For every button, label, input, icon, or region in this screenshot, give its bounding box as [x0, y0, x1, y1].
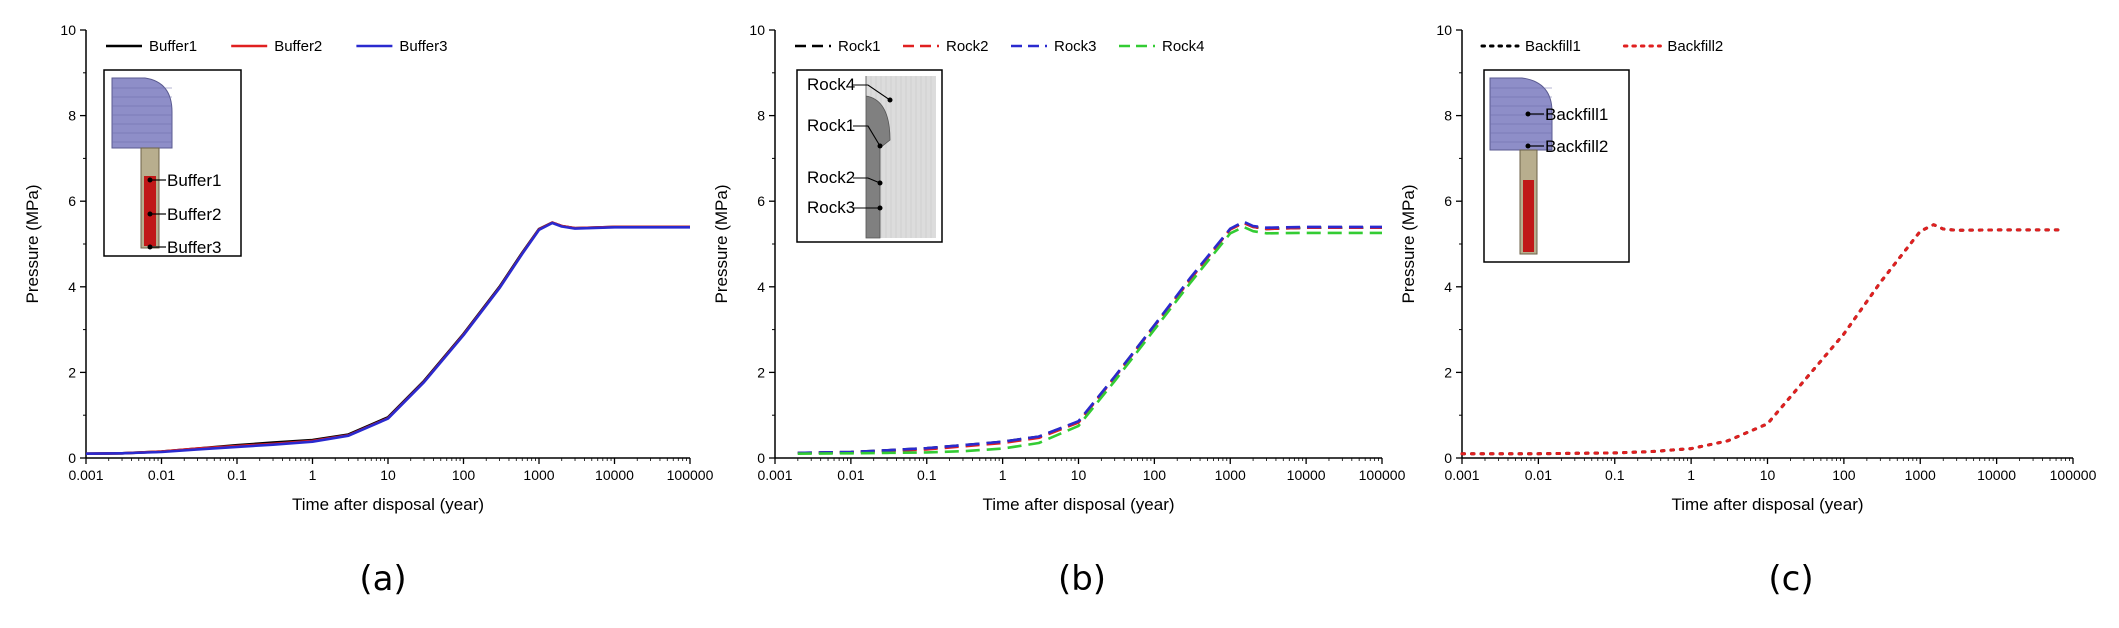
chart-panel-1: 0 2 4 6 8 10 0.001 0.01 0.1 1 10 100 1000 10000 100000…	[23, 22, 714, 599]
inset-label-rock4: Rock4	[807, 75, 855, 94]
y-tick-label: 10	[60, 22, 76, 38]
inset-label-backfill1: Backfill1	[1545, 105, 1608, 124]
x-tick-label: 0.01	[148, 467, 175, 483]
y-tick-label: 4	[757, 279, 765, 295]
y-axis-label: Pressure (MPa)	[712, 184, 731, 303]
inset-canister	[1523, 180, 1534, 252]
x-tick-label: 1	[309, 467, 317, 483]
legend-label-buffer3: Buffer3	[399, 38, 447, 55]
x-tick-label: 10000	[595, 467, 634, 483]
series-line-rock4	[797, 225, 1382, 455]
series-line-rock3	[797, 220, 1382, 455]
x-tick-label: 10	[380, 467, 396, 483]
inset-label-backfill2: Backfill2	[1545, 137, 1608, 156]
series-line-buffer3	[85, 221, 690, 455]
x-axis-label: Time after disposal (year)	[292, 495, 484, 514]
inset-canister	[144, 176, 156, 246]
inset-label-buffer3: Buffer3	[167, 238, 222, 257]
y-tick-label: 10	[749, 22, 765, 38]
y-tick-label: 2	[757, 364, 765, 380]
series-line-rock2	[797, 221, 1382, 455]
y-tick-label: 4	[68, 279, 76, 295]
inset-backfill-block	[111, 77, 173, 149]
x-tick-label: 0.1	[1605, 467, 1625, 483]
inset-backfill-model: Backfill1 Backfill2	[1483, 69, 1630, 263]
x-axis-label: Time after disposal (year)	[1671, 495, 1863, 514]
y-tick-label: 8	[68, 108, 76, 124]
legend-label-rock2: Rock2	[946, 38, 989, 55]
x-tick-label: 0.01	[1525, 467, 1552, 483]
inset-leader-line	[853, 84, 891, 101]
x-tick-label: 100	[1832, 467, 1856, 483]
series-line-backfill2	[1460, 223, 2063, 456]
y-tick-label: 0	[68, 450, 76, 466]
x-tick-label: 10	[1760, 467, 1776, 483]
y-tick-label: 6	[757, 193, 765, 209]
x-tick-label: 100000	[667, 467, 714, 483]
x-tick-label: 1	[1687, 467, 1695, 483]
y-tick-label: 0	[757, 450, 765, 466]
legend-label-rock3: Rock3	[1054, 38, 1097, 55]
x-tick-label: 0.1	[227, 467, 247, 483]
inset-backfill-block	[1489, 77, 1553, 151]
x-tick-label: 10000	[1977, 467, 2016, 483]
x-tick-label: 1000	[523, 467, 554, 483]
legend-label-rock1: Rock1	[838, 38, 881, 55]
x-tick-label: 10	[1071, 467, 1087, 483]
chart-panel-3: 0 2 4 6 8 10 0.001 0.01 0.1 1 10 100 1000 10000 100000…	[1399, 22, 2097, 599]
chart-panel-2: 0 2 4 6 8 10 0.001 0.01 0.1 1 10 100 1000 10000 100000…	[712, 22, 1406, 599]
x-tick-label: 100	[452, 467, 476, 483]
inset-leader-line	[853, 177, 881, 184]
x-axis-label: Time after disposal (year)	[982, 495, 1174, 514]
inset-rock-model: Rock4 Rock1 Rock2 Rock3	[796, 69, 943, 243]
x-tick-label: 0.01	[837, 467, 864, 483]
y-tick-label: 10	[1436, 22, 1452, 38]
y-tick-label: 6	[68, 193, 76, 209]
y-tick-label: 6	[1444, 193, 1452, 209]
x-tick-label: 100	[1143, 467, 1167, 483]
x-tick-label: 0.1	[917, 467, 937, 483]
legend-label-buffer2: Buffer2	[274, 38, 322, 55]
inset-label-rock3: Rock3	[807, 198, 855, 217]
series-line-rock1	[797, 221, 1382, 455]
x-tick-label: 1000	[1215, 467, 1246, 483]
inset-label-buffer1: Buffer1	[167, 171, 222, 190]
y-tick-label: 2	[68, 364, 76, 380]
y-tick-label: 2	[1444, 364, 1452, 380]
x-tick-label: 10000	[1287, 467, 1326, 483]
y-tick-label: 0	[1444, 450, 1452, 466]
x-tick-label: 1	[999, 467, 1007, 483]
inset-label-rock2: Rock2	[807, 168, 855, 187]
y-tick-label: 8	[757, 108, 765, 124]
x-tick-label: 1000	[1905, 467, 1936, 483]
x-tick-label: 0.001	[68, 467, 103, 483]
y-tick-label: 8	[1444, 108, 1452, 124]
inset-leader-line	[853, 125, 881, 147]
y-axis-label: Pressure (MPa)	[23, 184, 42, 303]
inset-label-rock1: Rock1	[807, 116, 855, 135]
legend-label-buffer1: Buffer1	[149, 38, 197, 55]
y-tick-label: 4	[1444, 279, 1452, 295]
inset-cavity-wall	[865, 76, 891, 239]
legend-label-backfill2: Backfill2	[1667, 38, 1723, 55]
x-tick-label: 0.001	[1444, 467, 1479, 483]
y-axis-label: Pressure (MPa)	[1399, 184, 1418, 303]
panel-caption: (c)	[1768, 559, 1813, 599]
x-tick-label: 100000	[2050, 467, 2097, 483]
panel-caption: (a)	[359, 559, 406, 599]
inset-label-buffer2: Buffer2	[167, 205, 222, 224]
panel-caption: (b)	[1058, 559, 1106, 599]
x-tick-label: 0.001	[757, 467, 792, 483]
legend-label-rock4: Rock4	[1162, 38, 1205, 55]
x-tick-label: 100000	[1359, 467, 1406, 483]
inset-buffer-model: Buffer1 Buffer2 Buffer3	[103, 69, 242, 257]
legend-label-backfill1: Backfill1	[1525, 38, 1581, 55]
